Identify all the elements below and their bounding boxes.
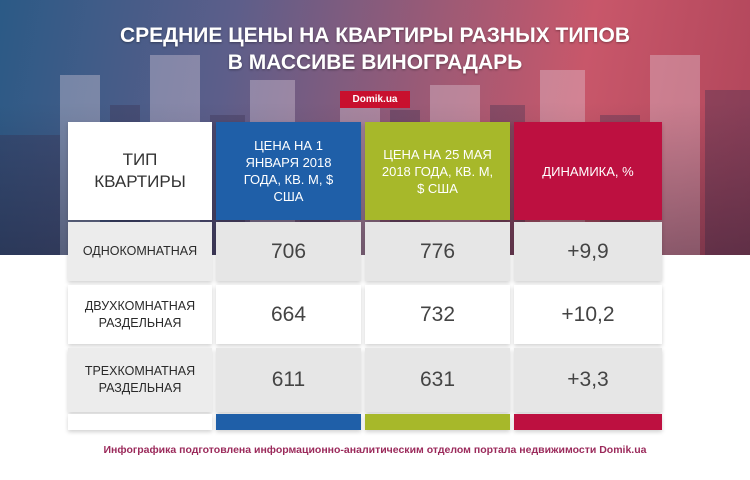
row-1-may-value: 776	[419, 239, 456, 263]
row-2-may-value: 732	[419, 302, 456, 326]
row-1-jan: 706	[216, 222, 361, 281]
row-3-change-value: +3,3	[567, 368, 609, 391]
row-1-may: 776	[365, 222, 510, 281]
title-line-1: СРЕДНИЕ ЦЕНЫ НА КВАРТИРЫ РАЗНЫХ ТИПОВ	[119, 24, 631, 47]
row-1-type: ОДНОКОМНАТНАЯ	[68, 222, 212, 281]
row-3-jan: 611	[216, 348, 361, 412]
row-3-jan-value: 611	[271, 368, 306, 391]
footer-credit: Инфографика подготовлена информационно-а…	[103, 444, 647, 456]
header-price-jan: ЦЕНА НА 1 ЯНВАРЯ 2018 ГОДА, КВ. М, $ США	[216, 122, 361, 220]
bottom-bar-green	[365, 414, 510, 430]
row-2-may: 732	[365, 285, 510, 344]
bottom-bar-blue	[216, 414, 361, 430]
row-2-jan-value: 664	[270, 302, 307, 326]
row-2-jan: 664	[216, 285, 361, 344]
row-2-type-label: ДВУХКОМНАТНАЯ РАЗДЕЛЬНАЯ	[84, 298, 196, 330]
row-1-change-value: +9,9	[567, 239, 609, 263]
row-2-change-value: +10,2	[561, 302, 615, 326]
row-1-jan-value: 706	[270, 239, 307, 263]
row-3-type: ТРЕХКОМНАТНАЯ РАЗДЕЛЬНАЯ	[68, 348, 212, 412]
row-3-type-label: ТРЕХКОМНАТНАЯ РАЗДЕЛЬНАЯ	[84, 364, 196, 395]
brand-logo: Domik.ua	[340, 91, 410, 108]
row-3-may-value: 631	[419, 368, 456, 391]
header-price-jan-label: ЦЕНА НА 1 ЯНВАРЯ 2018 ГОДА, КВ. М, $ США	[243, 138, 334, 204]
page-title: СРЕДНИЕ ЦЕНЫ НА КВАРТИРЫ РАЗНЫХ ТИПОВ В …	[0, 22, 750, 76]
header-price-may-label: ЦЕНА НА 25 МАЯ 2018 ГОДА, КВ. М, $ США	[381, 146, 494, 196]
title-line-2: В МАССИВЕ ВИНОГРАДАРЬ	[227, 51, 523, 74]
header-price-may: ЦЕНА НА 25 МАЯ 2018 ГОДА, КВ. М, $ США	[365, 122, 510, 220]
row-2-type: ДВУХКОМНАТНАЯ РАЗДЕЛЬНАЯ	[68, 285, 212, 344]
row-1-type-label: ОДНОКОМНАТНАЯ	[82, 244, 198, 258]
header-dynamics: ДИНАМИКА, %	[514, 122, 662, 220]
bottom-bar-type	[68, 414, 212, 430]
row-3-may: 631	[365, 348, 510, 412]
header-type: ТИП КВАРТИРЫ	[68, 122, 212, 220]
bottom-bar-red	[514, 414, 662, 430]
row-1-change: +9,9	[514, 222, 662, 281]
header-dynamics-label: ДИНАМИКА, %	[542, 163, 634, 179]
header-type-label: ТИП КВАРТИРЫ	[94, 150, 186, 191]
row-2-change: +10,2	[514, 285, 662, 344]
row-3-change: +3,3	[514, 348, 662, 412]
